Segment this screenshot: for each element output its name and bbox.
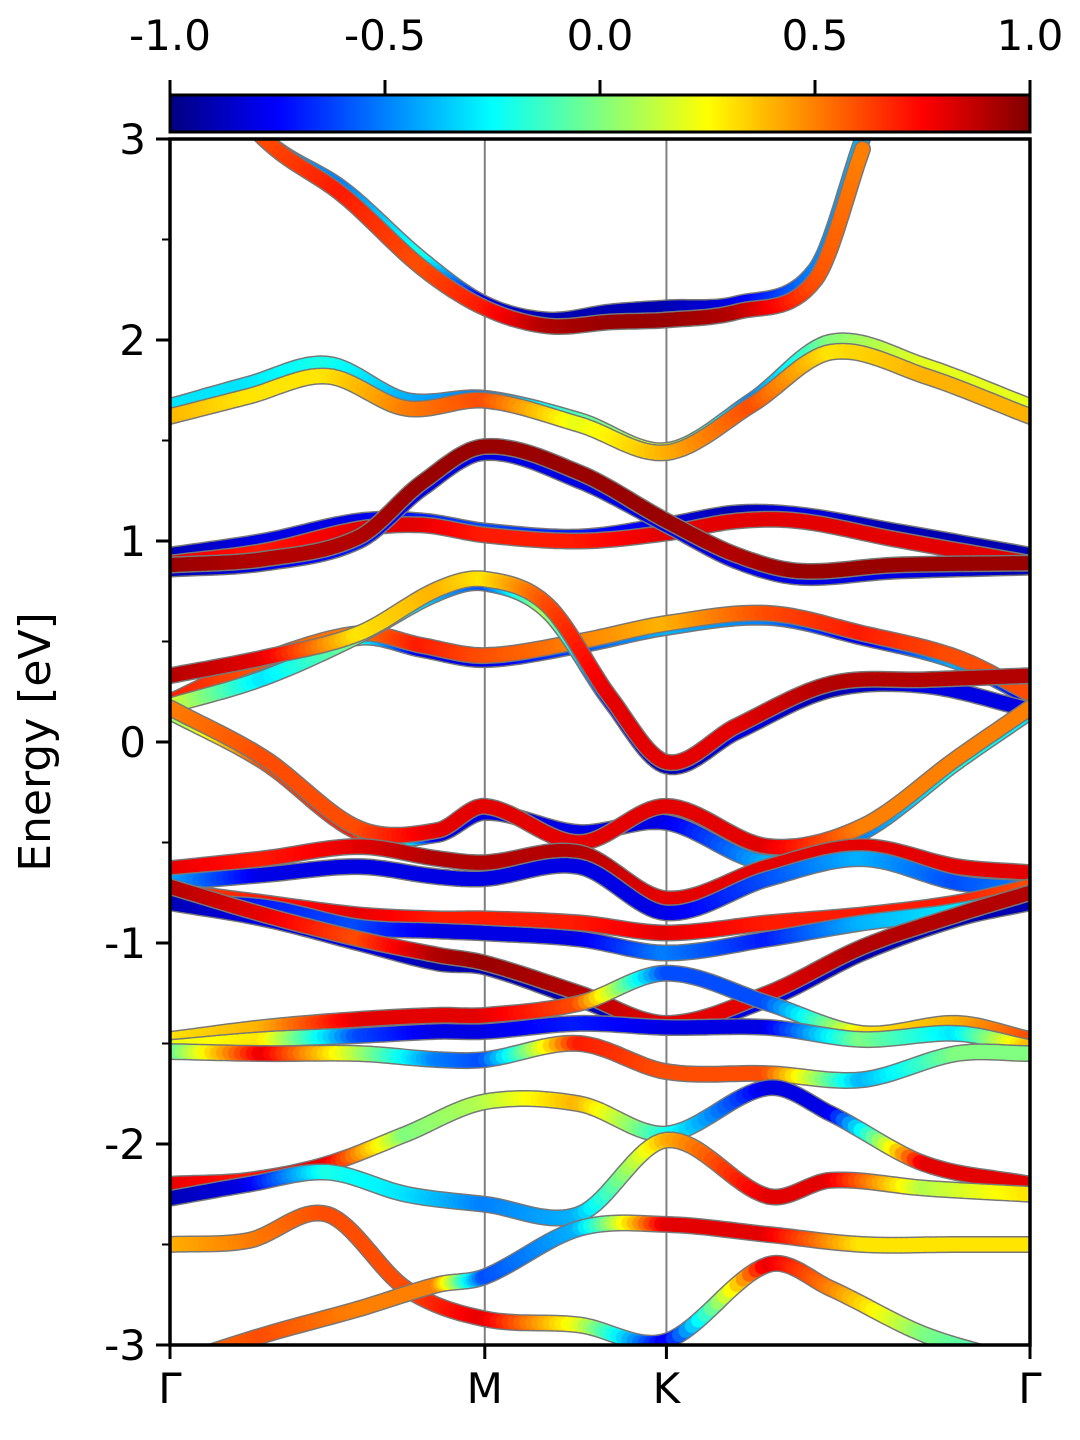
- band-line: [170, 1034, 1030, 1089]
- band-segment: [991, 1355, 998, 1357]
- band-line: [205, 64, 871, 335]
- band-line: [170, 850, 1030, 922]
- y-tick-label: -1: [104, 919, 146, 968]
- y-axis-ticks: -3 -2 -1 0 1 2 3: [104, 115, 170, 1370]
- plot-area: -3 -2 -1 0 1 2 3 Γ M K Γ: [104, 64, 1042, 1413]
- colorbar-tick-label: 0.5: [782, 11, 849, 60]
- band-line: [170, 838, 1030, 908]
- colorbar-ticks: -1.0 -0.5 0.0 0.5 1.0: [129, 11, 1063, 95]
- y-tick-label: -3: [104, 1321, 146, 1370]
- band-segment: [852, 142, 870, 165]
- band-segment: [958, 1340, 977, 1345]
- band-segment: [188, 1358, 194, 1360]
- colorbar-tick-label: -1.0: [129, 11, 211, 60]
- bands: [170, 64, 1030, 1363]
- colorbar-gradient: [168, 93, 1032, 134]
- y-axis-title: Energy [eV]: [10, 612, 61, 872]
- band-segment: [213, 74, 217, 79]
- band-segment: [209, 69, 213, 74]
- band-line: [170, 570, 1030, 772]
- band-segment: [209, 69, 213, 74]
- band-segment: [209, 1344, 214, 1345]
- band-segment: [182, 1359, 188, 1361]
- band-segment: [200, 1354, 206, 1356]
- x-tick-label: K: [653, 1364, 682, 1413]
- band-line: [170, 1131, 1030, 1227]
- x-tick-label: Γ: [1018, 1364, 1042, 1413]
- y-tick-label: -2: [104, 1120, 146, 1169]
- x-tick-label: Γ: [158, 1364, 182, 1413]
- band-segment: [209, 1342, 223, 1345]
- band-line: [170, 437, 1030, 580]
- band-segment: [984, 1353, 991, 1355]
- band-segment: [221, 85, 225, 91]
- colorbar-tick-label: 1.0: [997, 11, 1064, 60]
- band-segment: [213, 74, 217, 79]
- band-segment: [965, 1342, 981, 1345]
- band-segment: [221, 85, 225, 91]
- band-line: [170, 699, 1030, 856]
- y-tick-label: 0: [119, 718, 146, 767]
- band-segment: [1004, 1358, 1011, 1360]
- band-segment: [176, 1361, 182, 1363]
- colorbar-tick-label: 0.0: [567, 11, 634, 60]
- band-segment: [974, 1344, 982, 1345]
- band-segment: [205, 64, 209, 69]
- band-segment: [217, 80, 221, 85]
- band-segment: [194, 1356, 200, 1358]
- band-line: [170, 878, 1030, 1032]
- y-tick-label: 2: [119, 316, 146, 365]
- band-outline: [170, 1204, 988, 1345]
- band-segment: [205, 64, 209, 69]
- band-segment: [997, 1356, 1004, 1358]
- band-line: [170, 1204, 1017, 1362]
- band-line: [170, 342, 1030, 462]
- band-segment: [212, 1340, 230, 1345]
- colorbar: -1.0 -0.5 0.0 0.5 1.0: [129, 11, 1063, 134]
- band-segment: [217, 80, 221, 86]
- x-tick-label: M: [467, 1364, 503, 1413]
- y-tick-label: 3: [119, 115, 146, 164]
- band-line: [176, 1214, 1030, 1363]
- y-tick-label: 1: [119, 517, 146, 566]
- colorbar-tick-label: -0.5: [344, 11, 426, 60]
- band-line: [170, 1014, 1030, 1056]
- band-segment: [1010, 1360, 1017, 1362]
